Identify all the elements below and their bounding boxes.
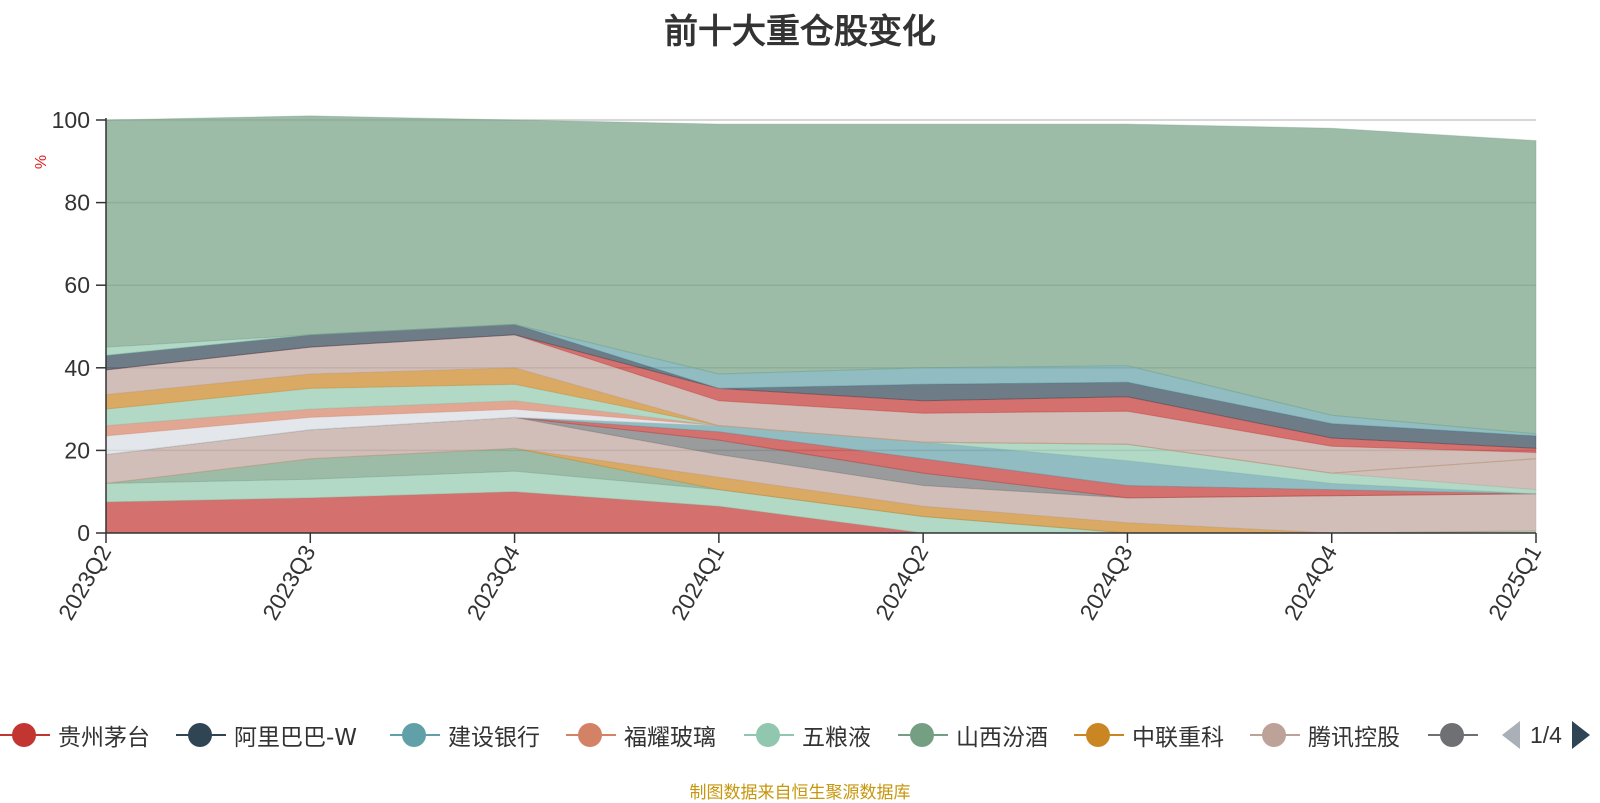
legend-item[interactable]: 福耀玻璃 [566,710,716,760]
legend-page-indicator: 1/4 [1530,721,1562,748]
area-series-15[interactable] [105,334,1537,474]
triangle-right-icon[interactable] [1571,721,1590,749]
area-series-layer [105,115,1537,534]
source-note: 制图数据来自恒生聚源数据库 [689,783,911,803]
area-series-16[interactable] [105,334,1537,454]
legend-item[interactable] [1428,710,1486,760]
circle-line-icon [1074,721,1124,749]
area-series-18[interactable] [105,323,1537,437]
legend-item[interactable]: 腾讯控股 [1250,710,1400,760]
area-series-19[interactable] [105,323,1537,435]
legend-label: 阿里巴巴-W [234,725,358,751]
x-tick-label: 2023Q2 [53,541,116,625]
x-tick-label: 2025Q1 [1483,541,1546,625]
legend-pager: 1/4 [1502,710,1590,760]
circle-line-icon [390,721,440,749]
legend-item[interactable]: 建设银行 [390,710,540,760]
area-series-20[interactable] [105,115,1537,435]
legend-item[interactable]: 阿里巴巴-W [176,710,357,760]
legend-label: 贵州茅台 [58,725,150,751]
legend-item[interactable]: 五粮液 [744,710,871,760]
legend-label: 山西汾酒 [956,725,1048,751]
legend-item[interactable]: 山西汾酒 [898,710,1048,760]
y-tick-label: 0 [77,520,90,546]
circle-line-icon [1250,721,1300,749]
legend-label: 中联重科 [1132,725,1224,751]
circle-line-icon [566,721,616,749]
legend: 贵州茅台 阿里巴巴-W 建设银行 福耀玻璃 五粮液 山西汾酒 中联重科 腾讯控股 [0,710,1600,760]
x-tick-label: 2024Q1 [666,541,729,625]
legend-label: 腾讯控股 [1308,725,1400,751]
x-tick-label: 2024Q4 [1279,540,1343,624]
legend-label: 建设银行 [448,725,540,751]
y-tick-label: 60 [64,272,90,298]
y-axis-unit-label: % [33,155,50,169]
area-chart: 0 20 40 60 80 100 2023Q2 2023Q3 2023Q4 2024Q1 2024… [33,107,1546,625]
legend-item[interactable]: 贵州茅台 [0,710,150,760]
triangle-left-icon[interactable] [1502,721,1520,749]
x-tick-label: 2024Q3 [1074,541,1137,625]
x-tick-label: 2023Q4 [461,540,525,624]
x-tick-label: 2023Q3 [257,541,320,625]
circle-line-icon [898,721,948,749]
circle-line-icon [744,721,794,749]
area-series-5[interactable] [105,416,1537,534]
legend-label: 福耀玻璃 [624,725,716,751]
area-series-17[interactable] [105,323,1537,449]
y-tick-label: 20 [64,437,90,463]
y-tick-label: 40 [64,355,90,381]
x-tick-label: 2024Q2 [870,541,933,625]
circle-line-icon [0,721,50,749]
legend-item[interactable]: 中联重科 [1074,710,1224,760]
y-tick-label: 100 [52,107,90,133]
legend-label: 五粮液 [802,725,871,751]
y-tick-label: 80 [64,190,90,216]
circle-line-icon [1428,721,1478,749]
circle-line-icon [176,721,226,749]
chart-title: 前十大重仓股变化 [664,12,936,52]
